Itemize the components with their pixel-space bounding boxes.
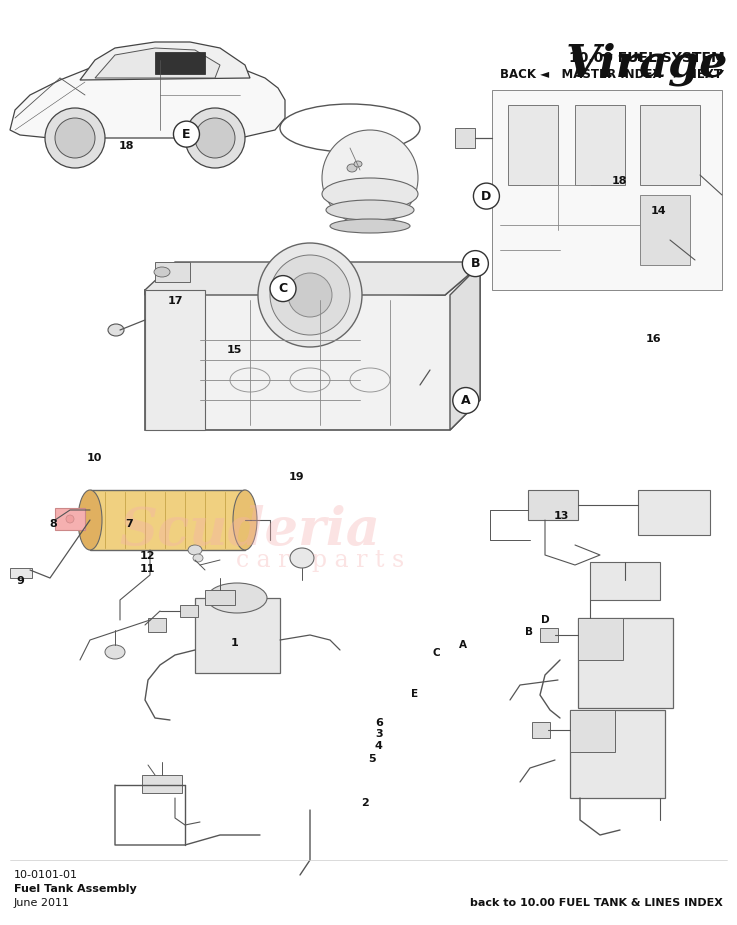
Bar [145,290,205,430]
Bar [155,52,205,74]
Circle shape [473,183,500,209]
Bar [195,598,280,673]
Ellipse shape [193,554,203,562]
Polygon shape [95,48,220,78]
Ellipse shape [233,490,257,550]
Ellipse shape [108,324,124,336]
Text: 1: 1 [231,638,238,648]
Text: BACK ◄   MASTER INDEX   ► NEXT: BACK ◄ MASTER INDEX ► NEXT [500,68,722,80]
Circle shape [462,251,489,277]
Bar [638,490,710,535]
Bar [455,128,475,148]
Bar [205,590,235,605]
Text: C: C [433,648,440,658]
Circle shape [66,515,74,523]
Circle shape [453,388,479,413]
Bar [578,618,623,660]
Text: 16: 16 [646,334,662,343]
Bar [570,710,665,798]
Text: 17: 17 [167,296,184,305]
Text: June 2011: June 2011 [14,898,70,908]
Ellipse shape [185,108,245,168]
Text: 10-0101-01: 10-0101-01 [14,870,78,880]
Bar [570,710,615,752]
Bar [590,562,660,600]
Bar [155,262,190,282]
Ellipse shape [258,243,362,347]
Ellipse shape [78,490,102,550]
Text: E: E [411,689,419,698]
Ellipse shape [188,545,202,555]
Bar [540,628,558,642]
Text: 6: 6 [375,719,383,728]
Text: 7: 7 [125,520,133,529]
Polygon shape [450,265,480,430]
Bar [492,90,722,290]
Bar [528,490,578,520]
Ellipse shape [45,108,105,168]
Text: E: E [182,128,191,141]
Bar [90,490,245,550]
Ellipse shape [55,118,95,158]
Text: C: C [279,282,287,295]
Bar [180,605,198,617]
Text: Virage: Virage [565,42,728,85]
Ellipse shape [207,583,267,613]
Text: 15: 15 [227,345,242,354]
Bar [640,195,690,265]
Ellipse shape [354,161,362,167]
Text: 10: 10 [87,453,102,462]
Polygon shape [10,58,285,138]
Polygon shape [145,262,480,295]
Bar [142,775,182,793]
Text: 19: 19 [288,473,304,482]
Text: 12: 12 [139,551,156,561]
Bar [148,618,166,632]
Bar [578,618,673,708]
Text: 5: 5 [368,754,376,763]
Text: 4: 4 [375,741,383,750]
Text: 18: 18 [119,142,135,151]
Ellipse shape [322,178,418,210]
Circle shape [270,276,296,302]
Text: 10.00 FUEL SYSTEM: 10.00 FUEL SYSTEM [569,51,725,65]
Ellipse shape [326,200,414,220]
Ellipse shape [290,548,314,568]
Text: 18: 18 [611,177,627,186]
Bar [10,568,32,578]
Text: B: B [525,627,533,636]
Bar [640,105,700,185]
Text: 8: 8 [49,520,57,529]
Ellipse shape [154,267,170,277]
Text: back to 10.00 FUEL TANK & LINES INDEX: back to 10.00 FUEL TANK & LINES INDEX [470,898,723,908]
Bar [575,105,625,185]
Ellipse shape [288,273,332,317]
Bar [532,722,550,738]
Text: 14: 14 [650,206,666,216]
Ellipse shape [330,219,410,233]
Text: Fuel Tank Assembly: Fuel Tank Assembly [14,884,137,894]
Bar [508,105,558,185]
Ellipse shape [195,118,235,158]
Polygon shape [80,42,250,80]
Text: 3: 3 [375,730,383,739]
Text: 11: 11 [139,564,156,574]
Ellipse shape [270,255,350,335]
Text: A: A [459,640,467,649]
Text: Scuderia: Scuderia [119,504,380,556]
Text: D: D [481,190,492,203]
Text: B: B [471,257,480,270]
Text: 13: 13 [554,512,569,521]
Ellipse shape [105,645,125,659]
Bar [55,508,85,530]
Text: c a r   p a r t s: c a r p a r t s [236,549,404,572]
Text: A: A [461,394,471,407]
Text: D: D [541,615,550,624]
Text: 9: 9 [17,576,24,586]
Ellipse shape [347,164,357,172]
Text: 2: 2 [361,798,368,808]
Polygon shape [145,265,480,430]
Ellipse shape [322,130,418,226]
Circle shape [173,121,200,147]
